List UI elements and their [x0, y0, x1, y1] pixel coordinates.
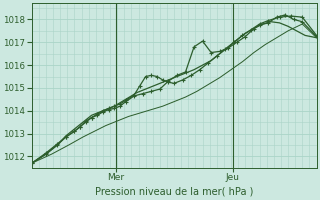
X-axis label: Pression niveau de la mer( hPa ): Pression niveau de la mer( hPa ) — [95, 187, 253, 197]
